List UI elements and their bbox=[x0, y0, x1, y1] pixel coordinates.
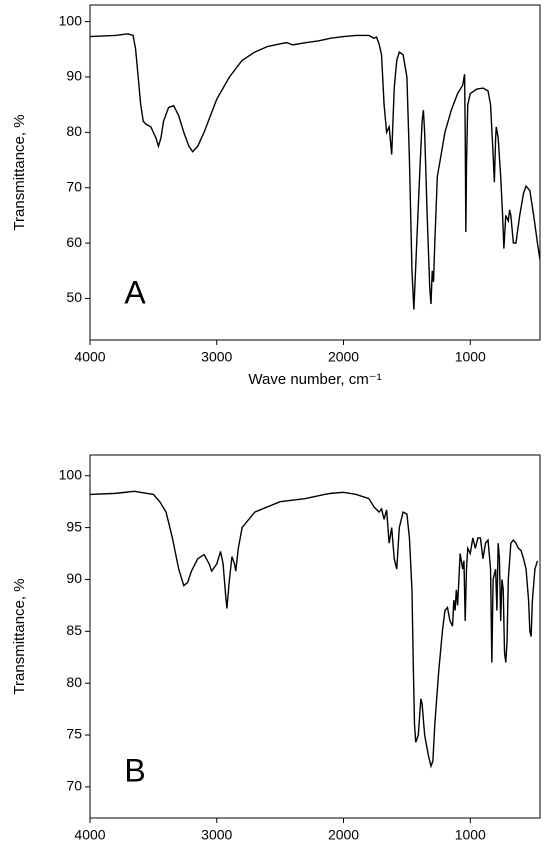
chart-panel: 4000 3000 2000 1000 50 60 70 80 90 100 Wave number… bbox=[11, 4, 541, 388]
y-tick-label: 90 bbox=[66, 68, 82, 84]
y-tick-label: 100 bbox=[59, 466, 83, 482]
y-tick-label: 80 bbox=[66, 123, 82, 139]
y-tick-label: 70 bbox=[66, 178, 82, 194]
panel-label: A bbox=[124, 274, 146, 310]
spectrum-line bbox=[89, 33, 541, 310]
y-tick-label: 95 bbox=[66, 518, 82, 534]
plot-frame bbox=[89, 454, 541, 819]
x-tick-label: 3000 bbox=[201, 827, 232, 843]
x-tick-label: 4000 bbox=[74, 349, 105, 365]
y-tick-label: 75 bbox=[66, 726, 82, 742]
y-tick-label: 80 bbox=[66, 674, 82, 690]
y-tick-label: 70 bbox=[66, 778, 82, 794]
y-axis-label: Transmittance, % bbox=[11, 578, 28, 694]
x-tick-label: 1000 bbox=[455, 827, 486, 843]
x-tick-label: 1000 bbox=[455, 349, 486, 365]
y-tick-label: 85 bbox=[66, 622, 82, 638]
x-tick-label: 2000 bbox=[328, 349, 359, 365]
y-tick-label: 50 bbox=[66, 289, 82, 305]
x-tick-label: 4000 bbox=[74, 827, 105, 843]
x-tick-label: 2000 bbox=[328, 827, 359, 843]
y-tick-label: 100 bbox=[59, 12, 83, 28]
x-axis-label: Wave number, cm⁻¹ bbox=[248, 371, 381, 388]
chart-panel: 4000300020001000707580859095100Wave numb… bbox=[11, 454, 541, 843]
plot-frame bbox=[89, 4, 541, 341]
y-tick-label: 90 bbox=[66, 570, 82, 586]
y-tick-label: 60 bbox=[66, 234, 82, 250]
y-axis-label: Transmittance, % bbox=[11, 114, 28, 230]
x-tick-label: 3000 bbox=[201, 349, 232, 365]
spectrum-line bbox=[89, 490, 539, 769]
panel-label: B bbox=[124, 752, 145, 788]
